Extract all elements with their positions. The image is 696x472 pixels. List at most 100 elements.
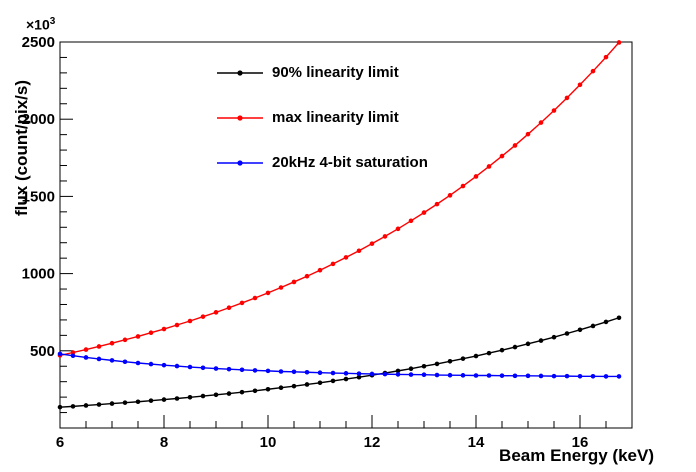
legend-marker-black [217, 69, 263, 76]
series-marker [512, 373, 518, 379]
series-marker [395, 372, 401, 377]
series-marker [200, 365, 206, 371]
series-marker [577, 82, 583, 88]
series-marker [135, 360, 141, 366]
y-tick-label: 2000 [22, 111, 55, 128]
series-marker [109, 358, 115, 363]
series-marker [603, 374, 609, 379]
series-marker [330, 378, 336, 384]
series-marker [148, 398, 154, 403]
series-marker [213, 310, 219, 315]
series-marker [356, 374, 362, 380]
series-marker [369, 371, 375, 377]
series-marker [148, 330, 154, 336]
series-marker [96, 402, 102, 407]
series-marker [603, 54, 609, 60]
series-marker [161, 326, 167, 332]
series-marker [57, 351, 63, 357]
series-marker [109, 401, 115, 406]
series-marker [343, 371, 349, 376]
series-marker [330, 370, 336, 376]
series-marker [590, 373, 596, 379]
series-marker [460, 183, 466, 189]
series-marker [486, 164, 492, 169]
series-marker [70, 353, 76, 359]
series-marker [200, 393, 206, 399]
series-marker [369, 241, 375, 246]
legend-label: max linearity limit [272, 109, 399, 126]
y-axis-multiplier: ×103 [26, 16, 55, 33]
series-marker [213, 392, 219, 398]
series-marker [278, 285, 284, 290]
series-marker [57, 404, 63, 410]
series-marker [382, 371, 388, 377]
series-marker [551, 108, 557, 113]
series-marker [122, 359, 128, 365]
series-marker [616, 374, 622, 379]
series-marker [434, 372, 440, 378]
series-marker [265, 290, 271, 296]
series-marker [135, 399, 141, 405]
series-marker [239, 389, 245, 395]
series-marker [161, 362, 167, 368]
y-tick-label: 1500 [22, 188, 55, 205]
series-marker [174, 363, 180, 369]
series-marker [317, 267, 323, 273]
series-marker [525, 373, 531, 379]
y-tick-label: 2500 [22, 34, 55, 51]
series-marker [291, 279, 297, 285]
series-marker [291, 383, 297, 389]
series-marker [174, 322, 180, 328]
series-marker [317, 370, 323, 376]
legend-entry-saturation: 20kHz 4-bit saturation [217, 148, 428, 177]
series-marker [616, 40, 622, 45]
series-marker [564, 373, 570, 379]
series-marker [421, 372, 427, 378]
series-marker [590, 68, 596, 74]
x-tick-label: 10 [260, 434, 277, 451]
series-marker [382, 234, 388, 239]
x-tick-label: 16 [572, 434, 589, 451]
series-marker [564, 331, 570, 336]
series-marker [434, 201, 440, 207]
series-marker [473, 353, 479, 359]
series-marker [525, 341, 531, 347]
series-marker [603, 319, 609, 325]
series-marker [343, 255, 349, 260]
series-marker [447, 358, 453, 364]
series-marker [83, 403, 89, 408]
series-marker [421, 363, 427, 369]
series-marker [187, 318, 193, 324]
series-marker [499, 347, 505, 353]
series-marker [538, 338, 544, 343]
series-marker [83, 355, 89, 360]
series-marker [421, 210, 427, 215]
legend-entry-90pct-linearity: 90% linearity limit [217, 58, 428, 87]
series-marker [70, 350, 76, 355]
series-marker [512, 344, 518, 350]
series-marker [226, 391, 232, 396]
series-marker [83, 347, 89, 352]
series-marker [564, 95, 570, 101]
series-marker [226, 366, 232, 372]
series-marker [538, 373, 544, 379]
x-tick-label: 14 [468, 434, 485, 451]
series-marker [226, 305, 232, 311]
legend-label: 90% linearity limit [272, 64, 399, 81]
x-tick-label: 12 [364, 434, 381, 451]
series-marker [473, 373, 479, 378]
series-marker [70, 404, 76, 409]
series-marker [252, 295, 258, 301]
series-marker [395, 226, 401, 232]
series-marker [122, 337, 128, 343]
series-marker [109, 340, 115, 346]
series-line-2 [59, 353, 619, 378]
legend-entry-max-linearity: max linearity limit [217, 103, 428, 132]
series-marker [356, 371, 362, 376]
y-axis-multiplier-base: ×10 [26, 16, 50, 33]
series-marker [161, 397, 167, 402]
series-marker [317, 380, 323, 386]
series-marker [291, 369, 297, 375]
series-marker [395, 368, 401, 374]
series-marker [343, 376, 349, 382]
